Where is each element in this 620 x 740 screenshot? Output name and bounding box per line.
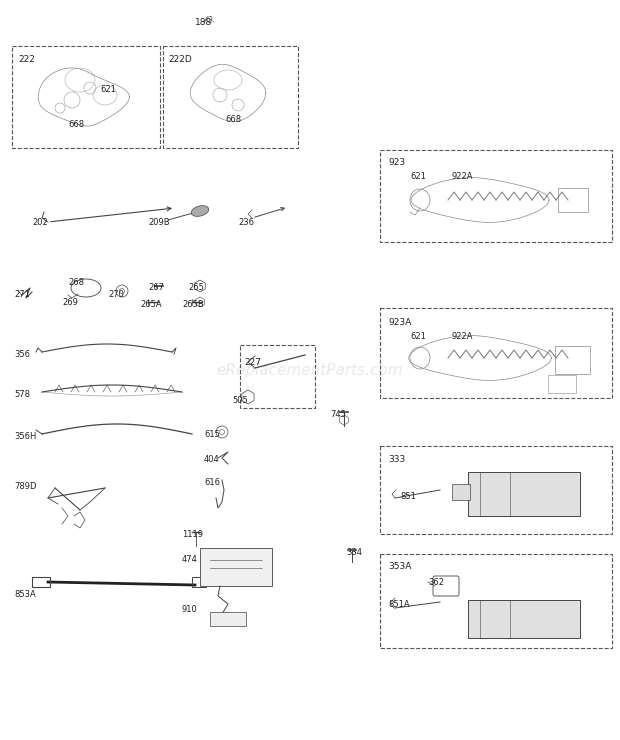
Bar [558,188,588,212]
Bar [452,484,470,500]
Text: 222D: 222D [168,55,192,64]
Text: 334: 334 [346,548,362,557]
Bar [380,554,612,648]
Text: 910: 910 [182,605,198,614]
Bar [555,346,590,374]
Text: 621: 621 [410,332,426,341]
Text: 267: 267 [148,283,164,292]
Text: 505: 505 [232,396,248,405]
Text: 578: 578 [14,390,30,399]
Text: 356: 356 [14,350,30,359]
Bar [240,345,315,408]
Text: 188: 188 [195,18,212,27]
Text: 789D: 789D [14,482,37,491]
FancyBboxPatch shape [468,600,580,638]
Text: 851: 851 [400,492,416,501]
Text: 621: 621 [100,85,116,94]
Bar [380,308,612,398]
Text: 362: 362 [428,578,444,587]
Text: 269: 269 [62,298,78,307]
Ellipse shape [191,206,209,216]
Text: 922A: 922A [452,332,474,341]
Text: 922A: 922A [452,172,474,181]
Text: 616: 616 [204,478,220,487]
Text: 923: 923 [388,158,405,167]
Text: 202: 202 [32,218,48,227]
Text: 745: 745 [330,410,346,419]
Text: 851A: 851A [388,600,410,609]
Text: 615: 615 [204,430,220,439]
Text: 222: 222 [18,55,35,64]
Text: 923A: 923A [388,318,411,327]
Text: eReplacementParts.com: eReplacementParts.com [216,363,404,377]
Text: 668: 668 [68,120,84,129]
Text: 236: 236 [238,218,254,227]
Text: 227: 227 [244,358,261,367]
Bar [380,150,612,242]
Bar [32,577,50,587]
Text: 268: 268 [68,278,84,287]
Text: 265: 265 [188,283,204,292]
Text: 1119: 1119 [182,530,203,539]
Text: 668: 668 [225,115,241,124]
Bar [163,46,298,148]
Text: 333: 333 [388,455,405,464]
Text: 404: 404 [204,455,219,464]
Bar [192,577,206,587]
Text: 356H: 356H [14,432,37,441]
Text: 209B: 209B [148,218,170,227]
Text: 271: 271 [14,290,30,299]
Text: 353A: 353A [388,562,412,571]
FancyBboxPatch shape [468,472,580,516]
Text: 621: 621 [410,172,426,181]
Text: 265A: 265A [140,300,162,309]
Text: 474: 474 [182,555,198,564]
Bar [380,446,612,534]
Bar [12,46,160,148]
Text: 265B: 265B [182,300,204,309]
Text: 270: 270 [108,290,124,299]
FancyBboxPatch shape [200,548,272,586]
Bar [548,375,576,393]
Text: 853A: 853A [14,590,36,599]
Bar [210,612,246,626]
